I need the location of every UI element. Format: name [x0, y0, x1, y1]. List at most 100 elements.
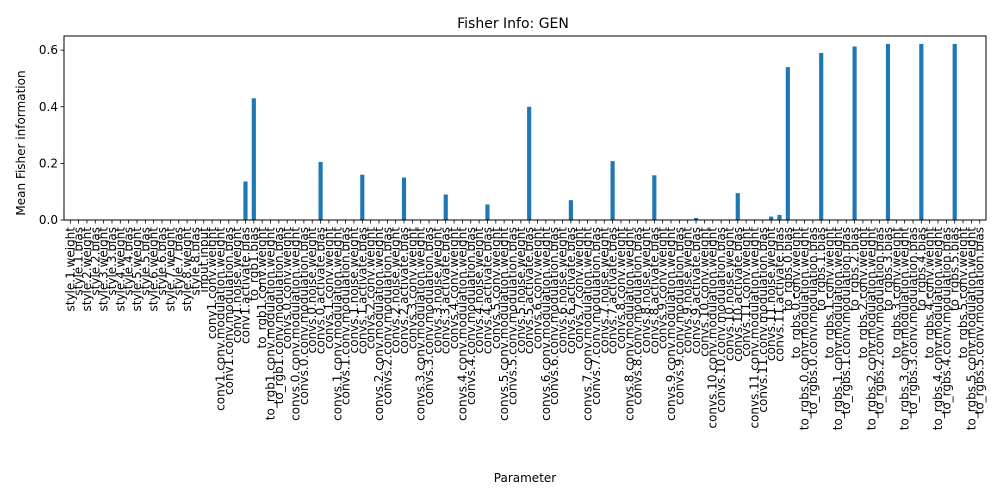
x-tick-label: convs.1.activate.bias [355, 227, 369, 354]
x-tick-label: conv1.conv.modulation.bias [222, 227, 236, 395]
x-tick-label: convs.8.conv.weight [614, 227, 628, 349]
x-tick-label: input.input [197, 227, 211, 293]
x-tick-label: convs.1.noise.weight [347, 227, 361, 354]
bar-convs.6.activate.bias [568, 200, 573, 220]
x-tick-label: to_rgbs.5.conv.weight [956, 227, 970, 359]
bar-convs.11.activate.bias [777, 214, 782, 220]
x-tick-label: to_rgbs.3.conv.modulation.bias [906, 227, 920, 414]
x-tick-label: convs.11.conv.weight [739, 227, 753, 357]
bar-to_rgbs.1.bias [819, 52, 824, 221]
x-tick-label: to_rgbs.2.bias [848, 227, 862, 311]
x-tick-label: convs.4.conv.weight [447, 227, 461, 349]
x-tick-label: to_rgbs.5.conv.modulation.bias [973, 227, 987, 414]
x-tick-label: convs.6.conv.weight [531, 227, 545, 349]
x-tick-label: convs.11.conv.modulation.weight [747, 227, 761, 429]
y-tick-label: 0.0 [39, 213, 58, 227]
x-tick-label: to_rgb1.conv.modulation.bias [272, 227, 286, 404]
x-tick-label: convs.4.conv.modulation.weight [455, 227, 469, 421]
x-tick-label: conv1.noise.weight [230, 227, 244, 344]
x-tick-label: to_rgbs.1.conv.modulation.bias [839, 227, 853, 414]
x-tick-label: convs.7.noise.weight [597, 227, 611, 354]
x-tick-label: to_rgbs.2.conv.modulation.bias [873, 227, 887, 414]
y-axis-ticks: 0.0 0.2 0.4 0.6 [39, 43, 64, 227]
x-tick-label: style.1.bias [72, 227, 86, 296]
x-tick-label: convs.3.conv.modulation.weight [414, 227, 428, 421]
x-tick-label: convs.2.conv.weight [364, 227, 378, 349]
bar-convs.1.activate.bias [360, 174, 365, 220]
x-tick-label: convs.11.activate.bias [772, 227, 786, 362]
x-tick-label: to_rgbs.3.conv.weight [889, 227, 903, 359]
x-tick-label: style.1.weight [63, 227, 77, 312]
x-tick-label: style.2.weight [80, 227, 94, 312]
x-tick-label: style.7.weight [163, 227, 177, 312]
x-tick-label: convs.5.noise.weight [514, 227, 528, 354]
x-tick-label: convs.4.conv.modulation.bias [464, 227, 478, 405]
x-tick-label: convs.3.conv.weight [405, 227, 419, 349]
x-tick-label: convs.10.activate.bias [731, 227, 745, 362]
x-tick-label: conv1.conv.weight [205, 227, 219, 339]
x-tick-label: convs.2.conv.modulation.bias [380, 227, 394, 405]
bar-to_rgbs.4.bias [919, 43, 924, 221]
x-tick-label: to_rgbs.3.conv.modulation.weight [898, 227, 912, 431]
x-tick-label: to_rgbs.1.bias [814, 227, 828, 311]
x-tick-label: convs.1.conv.weight [322, 227, 336, 349]
y-tick-label: 0.2 [39, 156, 58, 170]
x-tick-label: convs.3.noise.weight [430, 227, 444, 354]
x-tick-label: style.6.weight [147, 227, 161, 312]
x-tick-label: convs.0.conv.modulation.weight [289, 227, 303, 421]
bar-to_rgbs.2.bias [852, 46, 857, 220]
x-tick-label: convs.8.activate.bias [647, 227, 661, 354]
x-tick-label: convs.6.activate.bias [564, 227, 578, 354]
x-tick-label: convs.9.activate.bias [689, 227, 703, 354]
x-tick-label: style.8.bias [188, 227, 202, 296]
bar-convs.8.activate.bias [652, 175, 657, 220]
x-tick-label: convs.10.conv.modulation.bias [714, 227, 728, 413]
bar-conv1.activate.bias [243, 181, 248, 220]
x-tick-label: convs.6.noise.weight [556, 227, 570, 354]
x-tick-label: conv1.conv.modulation.weight [213, 227, 227, 411]
bar-to_rgbs.3.bias [885, 43, 891, 221]
x-tick-label: convs.1.conv.modulation.weight [330, 227, 344, 421]
x-tick-label: convs.2.activate.bias [397, 227, 411, 354]
x-tick-label: to_rgbs.5.conv.modulation.weight [964, 227, 978, 431]
x-tick-label: convs.7.conv.modulation.weight [581, 227, 595, 421]
x-tick-label: convs.3.conv.modulation.bias [422, 227, 436, 405]
y-axis-label: Mean Fisher information [14, 70, 28, 215]
x-tick-label: convs.10.conv.modulation.weight [706, 227, 720, 429]
x-tick-label: convs.8.noise.weight [639, 227, 653, 354]
x-tick-label: convs.4.activate.bias [480, 227, 494, 354]
x-tick-label: convs.9.noise.weight [681, 227, 695, 354]
x-tick-label: to_rgbs.4.conv.modulation.bias [939, 227, 953, 414]
x-tick-label: convs.1.conv.modulation.bias [339, 227, 353, 405]
x-tick-label: style.4.weight [113, 227, 127, 312]
x-tick-label: to_rgbs.0.bias [781, 227, 795, 311]
x-tick-label: style.3.weight [97, 227, 111, 312]
x-tick-label: to_rgbs.2.conv.weight [856, 227, 870, 359]
x-tick-label: convs.4.noise.weight [472, 227, 486, 354]
x-tick-label: convs.0.noise.weight [305, 227, 319, 354]
x-tick-label: to_rgbs.1.conv.modulation.weight [831, 227, 845, 431]
x-tick-label: convs.0.conv.weight [280, 227, 294, 349]
x-tick-label: to_rgbs.0.conv.weight [789, 227, 803, 359]
x-tick-label: style.6.bias [155, 227, 169, 296]
bar-to_rgb1.bias [251, 98, 256, 220]
x-tick-label: convs.6.conv.modulation.weight [539, 227, 553, 421]
x-tick-label: convs.9.conv.weight [656, 227, 670, 349]
bar-to_rgbs.5.bias [952, 43, 957, 221]
x-tick-label: to_rgbs.1.conv.weight [823, 227, 837, 359]
x-tick-label: convs.0.conv.modulation.bias [297, 227, 311, 405]
x-tick-label: to_rgb1.conv.modulation.weight [264, 227, 278, 420]
x-tick-label: to_rgbs.4.conv.modulation.weight [931, 227, 945, 431]
y-tick-label: 0.6 [39, 43, 58, 57]
x-tick-label: convs.5.conv.modulation.weight [497, 227, 511, 421]
x-tick-label: style.7.bias [172, 227, 186, 296]
x-tick-label: convs.9.conv.modulation.weight [664, 227, 678, 421]
x-axis-ticks: style.1.weightstyle.1.biasstyle.2.weight… [63, 220, 987, 431]
x-tick-label: convs.9.conv.modulation.bias [672, 227, 686, 405]
x-tick-label: convs.3.activate.bias [439, 227, 453, 354]
x-tick-label: to_rgbs.2.conv.modulation.weight [864, 227, 878, 431]
chart-title: Fisher Info: GEN [457, 16, 569, 32]
bar-convs.11.noise.weight [769, 216, 774, 220]
x-tick-label: style.8.weight [180, 227, 194, 312]
